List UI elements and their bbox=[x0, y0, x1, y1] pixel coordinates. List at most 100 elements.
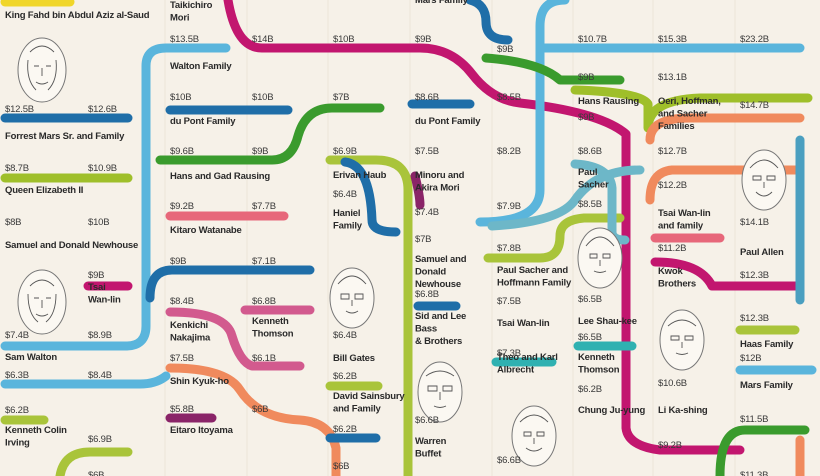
person-name: Kenneth Colin bbox=[5, 425, 67, 436]
net-worth: $7.5B bbox=[170, 353, 194, 364]
net-worth: $7.4B bbox=[5, 330, 29, 341]
person-name: Hans and Gad Rausing bbox=[170, 171, 270, 182]
person-name: Paul Allen bbox=[740, 247, 784, 258]
net-worth: $7.1B bbox=[252, 256, 276, 267]
person-name: Kitaro Watanabe bbox=[170, 225, 242, 236]
person-name: Albrecht bbox=[497, 365, 535, 376]
net-worth: $6.5B bbox=[578, 294, 602, 305]
net-worth: $12.3B bbox=[740, 313, 769, 324]
person-name: Newhouse bbox=[415, 279, 461, 290]
net-worth: $7.5B bbox=[415, 146, 439, 157]
net-worth: $8.4B bbox=[88, 370, 112, 381]
person-name: Hoffmann Family bbox=[497, 278, 572, 289]
net-worth: $9.6B bbox=[170, 146, 194, 157]
person-name: Kenneth bbox=[252, 316, 289, 327]
net-worth: $6.4B bbox=[333, 330, 357, 341]
net-worth: $6B bbox=[88, 470, 104, 476]
net-worth: $8.6B bbox=[415, 92, 439, 103]
net-worth: $8.5B bbox=[578, 199, 602, 210]
person-name: Li Ka-shing bbox=[658, 405, 708, 416]
net-worth: $10B bbox=[170, 92, 191, 103]
net-worth: $9B bbox=[252, 146, 268, 157]
net-worth: $7B bbox=[415, 234, 431, 245]
person-name: and Family bbox=[333, 404, 382, 415]
net-worth: $10B bbox=[333, 34, 354, 45]
person-name: Irving bbox=[5, 438, 30, 449]
person-name: Queen Elizabeth II bbox=[5, 185, 83, 196]
person-name: Kwok bbox=[658, 266, 683, 277]
net-worth: $6.5B bbox=[578, 332, 602, 343]
net-worth: $6.8B bbox=[252, 296, 276, 307]
net-worth: $6.2B bbox=[5, 405, 29, 416]
person-name: Shin Kyuk-ho bbox=[170, 376, 229, 387]
net-worth: $12.5B bbox=[5, 104, 34, 115]
person-name: Taikichiro bbox=[170, 0, 213, 11]
net-worth: $13.1B bbox=[658, 72, 687, 83]
person-name: and Sacher bbox=[658, 109, 708, 120]
net-worth: $10.6B bbox=[658, 378, 687, 389]
person-name: Akira Mori bbox=[415, 183, 459, 194]
person-name: Sid and Lee bbox=[415, 311, 466, 322]
net-worth: $12.3B bbox=[740, 270, 769, 281]
net-worth: $12B bbox=[740, 353, 761, 364]
net-worth: $9B bbox=[578, 72, 594, 83]
person-name: Oeri, Hoffman, bbox=[658, 96, 721, 107]
net-worth: $6.9B bbox=[88, 434, 112, 445]
net-worth: $8B bbox=[5, 217, 21, 228]
person-name: Lee Shau-kee bbox=[578, 316, 637, 327]
net-worth: $10.9B bbox=[88, 163, 117, 174]
person-name: Walton Family bbox=[170, 61, 232, 72]
net-worth: $10.7B bbox=[578, 34, 607, 45]
person-name: Haniel bbox=[333, 208, 360, 219]
net-worth: $12.2B bbox=[658, 180, 687, 191]
person-name: Eitaro Itoyama bbox=[170, 425, 234, 436]
person-name: Minoru and bbox=[415, 170, 465, 181]
person-name: Samuel and Donald Newhouse bbox=[5, 240, 138, 251]
net-worth: $7.8B bbox=[497, 243, 521, 254]
person-name: Mars Family bbox=[415, 0, 469, 6]
person-name: Donald bbox=[415, 267, 446, 278]
net-worth: $7.7B bbox=[252, 201, 276, 212]
person-name: King Fahd bin Abdul Aziz al-Saud bbox=[5, 10, 150, 21]
person-name: and family bbox=[658, 221, 704, 232]
person-name: Brothers bbox=[658, 279, 696, 290]
person-name: du Pont Family bbox=[170, 116, 236, 127]
person-name: Thomson bbox=[578, 365, 620, 376]
person-name: Hans Rausing bbox=[578, 96, 639, 107]
net-worth: $10B bbox=[88, 217, 109, 228]
person-name: Haas Family bbox=[740, 339, 794, 350]
person-name: Family bbox=[333, 221, 363, 232]
net-worth: $7.5B bbox=[497, 296, 521, 307]
person-name: Bass bbox=[415, 324, 437, 335]
net-worth: $7.3B bbox=[497, 348, 521, 359]
net-worth: $9B bbox=[170, 256, 186, 267]
net-worth: $12.7B bbox=[658, 146, 687, 157]
person-name: Warren bbox=[415, 436, 447, 447]
portraits bbox=[17, 37, 787, 467]
net-worth: $10B bbox=[252, 92, 273, 103]
person-name: & Brothers bbox=[415, 336, 462, 347]
net-worth: $6.3B bbox=[5, 370, 29, 381]
person-name: Paul Sacher and bbox=[497, 265, 568, 276]
person-name: Tsai Wan-lin bbox=[497, 318, 550, 329]
person-name: Erivan Haub bbox=[333, 170, 387, 181]
person-name: Sam Walton bbox=[5, 352, 57, 363]
labels: King Fahd bin Abdul Aziz al-Saud Taikichi… bbox=[5, 0, 794, 476]
net-worth: $6.2B bbox=[333, 424, 357, 435]
net-worth: $5.8B bbox=[170, 404, 194, 415]
net-worth: $6.1B bbox=[252, 353, 276, 364]
person-name: Mori bbox=[170, 13, 189, 24]
person-name: Samuel and bbox=[415, 254, 467, 265]
net-worth: $8.5B bbox=[497, 92, 521, 103]
net-worth: $11.3B bbox=[740, 470, 768, 476]
net-worth: $14B bbox=[252, 34, 273, 45]
person-name: Paul bbox=[578, 167, 597, 178]
net-worth: $8.4B bbox=[170, 296, 194, 307]
net-worth: $6.8B bbox=[415, 289, 439, 300]
net-worth: $9.2B bbox=[170, 201, 194, 212]
net-worth: $7.4B bbox=[415, 207, 439, 218]
net-worth: $6.2B bbox=[333, 371, 357, 382]
